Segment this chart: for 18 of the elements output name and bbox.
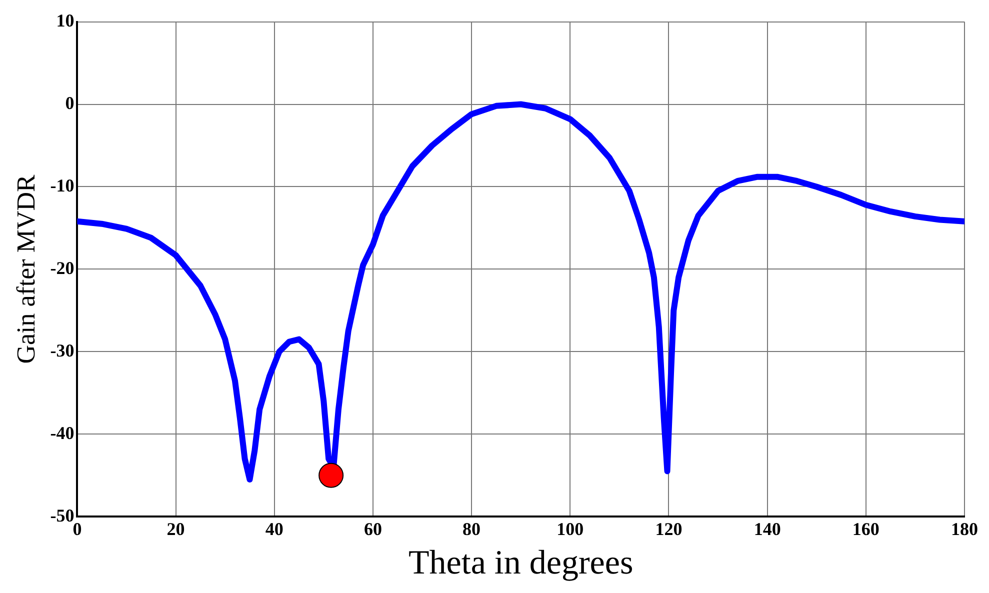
y-tick-label: 0: [65, 92, 74, 113]
x-tick-label: 100: [556, 519, 584, 540]
y-tick-label: 10: [56, 10, 74, 30]
x-tick-label: 180: [951, 519, 978, 540]
x-axis-title: Theta in degrees: [408, 544, 634, 582]
x-tick-label: 40: [265, 519, 284, 540]
y-axis-title: Gain after MVDR: [11, 174, 40, 364]
x-tick-label: 20: [166, 519, 185, 540]
y-tick-label: -10: [50, 175, 74, 196]
x-tick-label: 160: [852, 519, 880, 540]
y-tick-label: -30: [50, 340, 74, 360]
x-tick-label: 60: [364, 519, 382, 540]
x-tick-label: 80: [462, 519, 481, 540]
y-tick-label: -40: [50, 422, 74, 443]
y-tick-label: -20: [50, 258, 74, 278]
y-tick-label: -50: [50, 505, 74, 526]
x-tick-label: 120: [655, 519, 682, 540]
x-tick-label: 140: [754, 519, 781, 540]
